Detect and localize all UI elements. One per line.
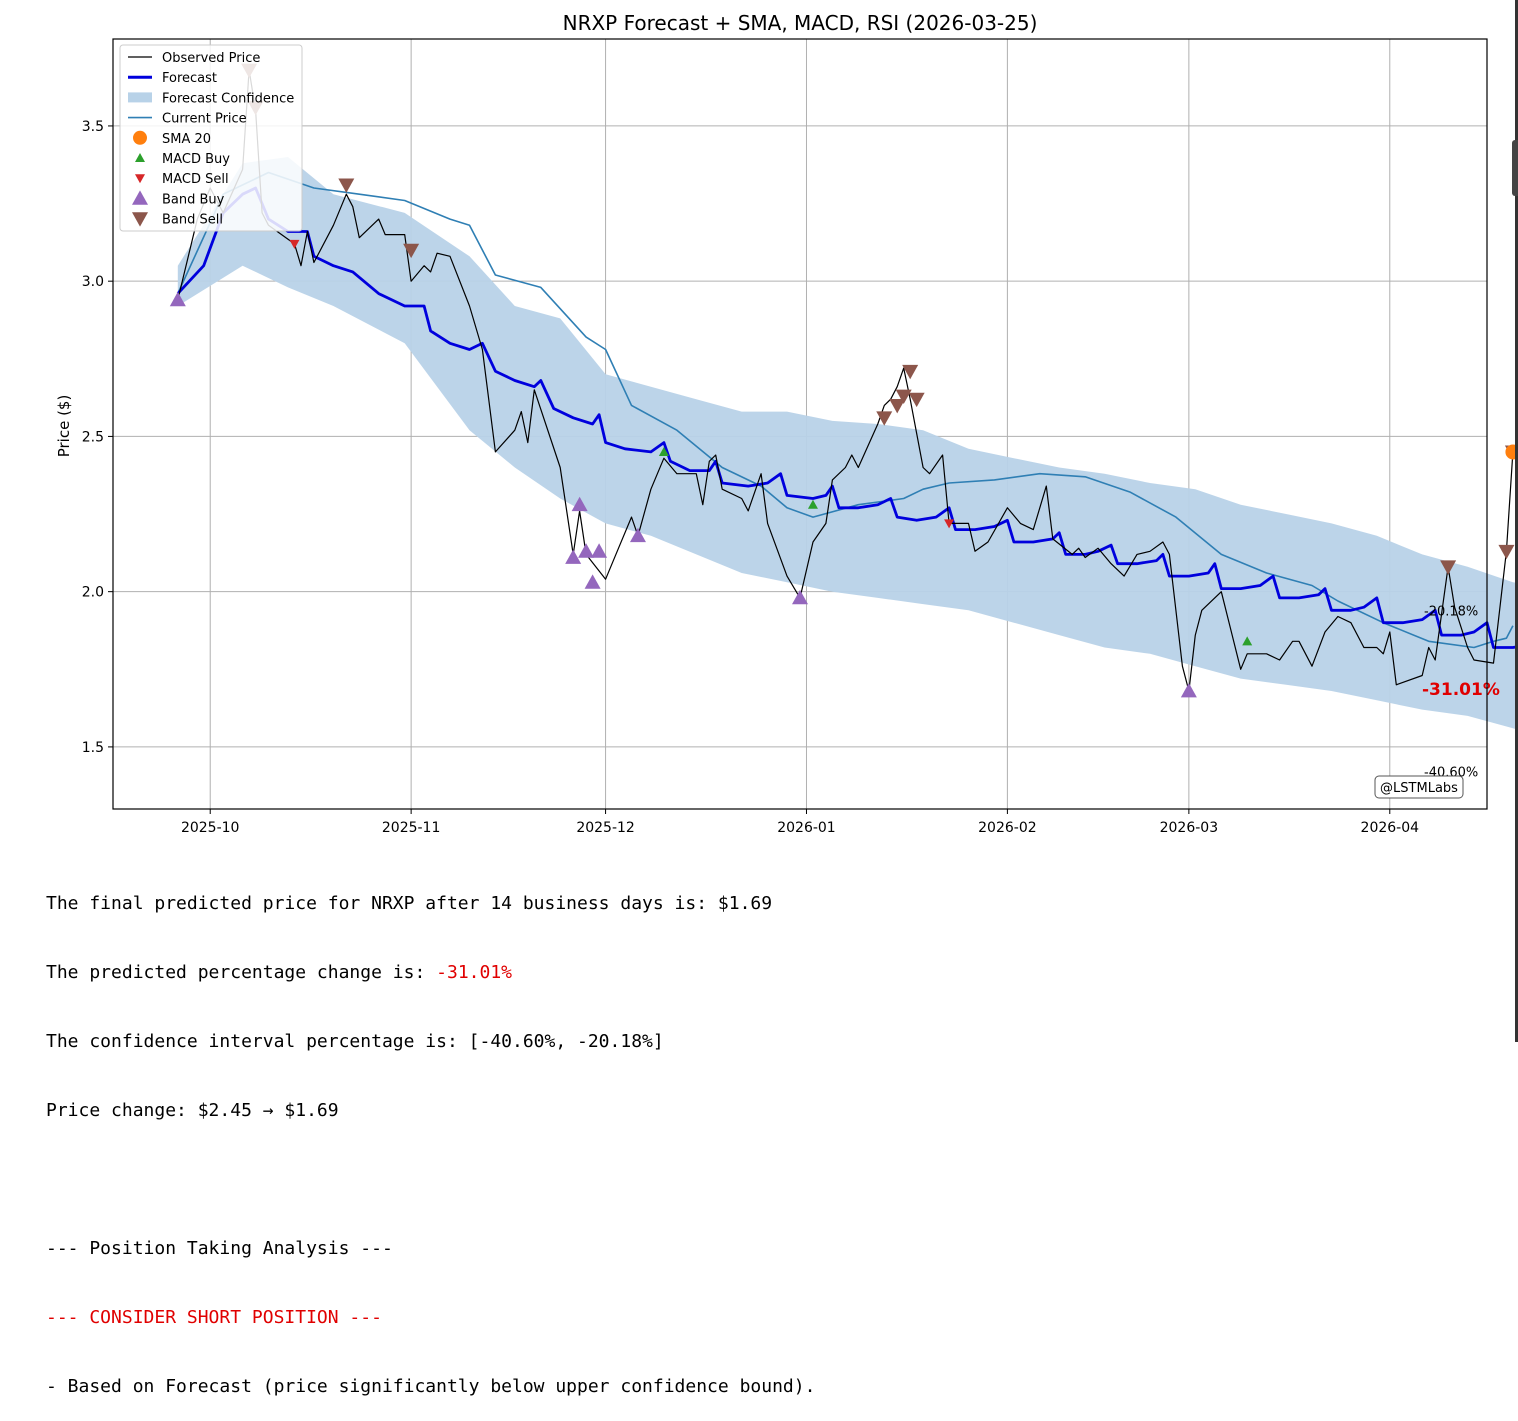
y-tick-label: 1.5 bbox=[82, 740, 104, 756]
legend-swatch-macd-buy bbox=[135, 153, 145, 162]
x-tick-label: 2026-02 bbox=[978, 820, 1037, 836]
y-tick-label: 2.0 bbox=[82, 585, 104, 601]
band-buy-marker bbox=[565, 549, 582, 564]
report-blank bbox=[46, 1168, 815, 1191]
band-sell-marker bbox=[908, 392, 925, 408]
band-sell-marker bbox=[1440, 560, 1457, 575]
legend-swatch-macd-sell bbox=[135, 174, 145, 184]
current-price-line bbox=[177, 171, 1514, 649]
band-buy-marker bbox=[578, 543, 595, 558]
y-tick-label: 3.5 bbox=[82, 119, 104, 135]
legend-label: Band Sell bbox=[162, 213, 223, 228]
report-price-change: Price change: $2.45 → $1.69 bbox=[46, 1100, 339, 1121]
window-edge bbox=[1515, 0, 1518, 1042]
chart: NRXP Forecast + SMA, MACD, RSI (2026-03-… bbox=[55, 11, 1518, 836]
legend-box bbox=[119, 44, 303, 232]
x-tick-label: 2025-12 bbox=[576, 820, 635, 836]
legend-swatch-band-sell bbox=[132, 212, 148, 227]
band-buy-marker bbox=[1180, 683, 1197, 698]
legend-swatch-sma bbox=[133, 130, 147, 145]
x-tick-label: 2025-10 bbox=[181, 820, 240, 836]
window-scroll-handle[interactable] bbox=[1512, 140, 1518, 196]
forecast-pct-label: -31.01% bbox=[1422, 680, 1500, 700]
chart-title: NRXP Forecast + SMA, MACD, RSI (2026-03-… bbox=[563, 11, 1038, 35]
report-pct-change: The predicted percentage change is: -31.… bbox=[46, 962, 512, 983]
y-tick-label: 3.0 bbox=[82, 274, 104, 290]
band-buy-marker bbox=[571, 496, 588, 512]
macd-sell-marker bbox=[944, 519, 955, 529]
band-sell-marker bbox=[403, 243, 420, 259]
report-basis: - Based on Forecast (price significantly… bbox=[46, 1376, 816, 1397]
report-position-header: --- Position Taking Analysis --- bbox=[46, 1238, 393, 1259]
band-sell-marker bbox=[338, 178, 355, 193]
legend-label: MACD Buy bbox=[162, 152, 230, 167]
forecast-confidence-band bbox=[177, 157, 1518, 730]
observed-price-line bbox=[177, 69, 1514, 692]
macd-buy-marker bbox=[807, 499, 818, 509]
watermark-box bbox=[1374, 775, 1464, 799]
legend-label: Forecast bbox=[162, 71, 217, 86]
band-buy-marker bbox=[169, 291, 186, 307]
legend-swatch-band-buy bbox=[132, 190, 148, 205]
band-sell-marker bbox=[1498, 544, 1515, 560]
legend-label: MACD Sell bbox=[162, 172, 229, 187]
x-tick-label: 2025-11 bbox=[382, 820, 441, 836]
plot-area: 2025-10 2025-11 2025-12 2026-01 2026-02 2026-… bbox=[82, 38, 1518, 836]
x-tick-label: 2026-01 bbox=[777, 820, 836, 836]
macd-buy-marker bbox=[1242, 636, 1253, 646]
macd-sell-marker bbox=[289, 239, 300, 249]
macd-buy-marker bbox=[658, 446, 669, 456]
y-tick-label: 2.5 bbox=[82, 429, 104, 445]
x-tick-label: 2026-03 bbox=[1160, 820, 1219, 836]
legend-label: Forecast Confidence bbox=[162, 91, 294, 106]
legend-label: SMA 20 bbox=[162, 132, 211, 147]
legend-label: Observed Price bbox=[162, 51, 260, 66]
legend-swatch-confidence bbox=[128, 92, 152, 103]
forecast-line bbox=[176, 186, 1518, 649]
watermark-text: @LSTMLabs bbox=[1380, 781, 1458, 796]
band-sell-marker bbox=[895, 389, 912, 405]
sma-20-marker bbox=[1505, 444, 1518, 460]
report-short-signal: --- CONSIDER SHORT POSITION --- bbox=[46, 1307, 382, 1328]
band-buy-marker bbox=[792, 589, 808, 605]
band-sell-marker bbox=[876, 411, 893, 426]
band-sell-marker bbox=[889, 398, 906, 414]
band-sell-marker bbox=[902, 364, 919, 380]
report-pct-value: -31.01% bbox=[436, 962, 512, 983]
report-final-price: The final predicted price for NRXP after… bbox=[46, 893, 773, 914]
axes-frame bbox=[112, 38, 1488, 810]
band-buy-marker bbox=[591, 543, 608, 558]
legend-label: Band Buy bbox=[162, 192, 225, 207]
upper-bound-pct-label: -20.18% bbox=[1424, 604, 1478, 619]
band-buy-marker bbox=[584, 574, 601, 589]
y-axis-label: Price ($) bbox=[55, 395, 73, 458]
x-tick-label: 2026-04 bbox=[1361, 820, 1420, 836]
legend-label: Current Price bbox=[162, 112, 247, 127]
forecast-report: The final predicted price for NRXP after… bbox=[46, 846, 815, 1421]
band-buy-marker bbox=[629, 527, 646, 543]
